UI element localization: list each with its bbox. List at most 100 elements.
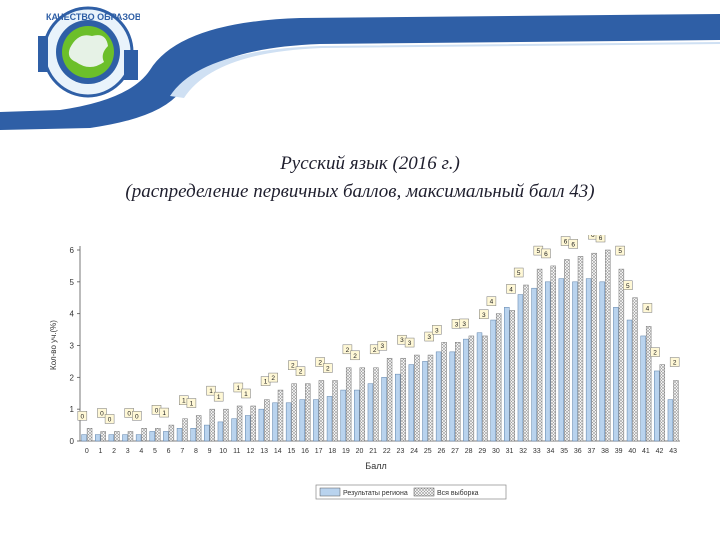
x-tick-label: 33	[533, 448, 541, 455]
data-label: 0	[155, 407, 159, 414]
x-tick-label: 27	[451, 448, 459, 455]
data-label: 3	[462, 321, 466, 328]
bar-region	[190, 428, 196, 442]
bar-all	[100, 431, 106, 442]
bar-region	[258, 408, 265, 442]
x-tick-label: 3	[126, 448, 130, 455]
title-line-2: (распределение первичных баллов, максима…	[125, 181, 595, 202]
bar-all	[564, 259, 570, 442]
data-label-box	[206, 385, 216, 396]
data-label: 5	[537, 248, 541, 255]
bar-region	[108, 434, 115, 442]
bar-all	[359, 367, 366, 442]
x-tick-label: 32	[519, 448, 527, 455]
bar-region	[544, 281, 551, 442]
bar-region	[558, 278, 565, 442]
data-label: 2	[653, 350, 657, 357]
bar-all	[455, 342, 461, 442]
x-tick-label: 17	[315, 448, 323, 455]
data-label: 4	[509, 286, 513, 293]
x-tick-label: 4	[139, 448, 143, 455]
data-label: 1	[237, 385, 241, 392]
data-label: 1	[217, 394, 221, 401]
data-label-box	[186, 398, 197, 408]
bar-region	[517, 294, 524, 442]
bar-region	[381, 377, 387, 442]
data-label-box	[541, 248, 551, 259]
bar-region	[367, 383, 374, 442]
bar-region	[149, 431, 155, 442]
logo-emblem: КАЧЕСТВО ОБРАЗОВАНИЯ	[38, 6, 140, 98]
chart-bars	[81, 249, 679, 442]
x-tick-label: 18	[328, 448, 336, 455]
x-tick-label: 6	[167, 448, 171, 455]
data-label: 4	[646, 305, 650, 312]
data-label-box	[104, 414, 115, 424]
data-label-box	[615, 245, 625, 256]
bar-all	[577, 256, 584, 442]
bar-region	[654, 370, 660, 442]
bar-all	[618, 268, 625, 442]
x-tick-label: 16	[301, 448, 309, 455]
data-label: 6	[599, 235, 603, 242]
bar-region	[163, 431, 169, 442]
bar-region	[435, 351, 442, 442]
data-label-box	[159, 407, 169, 418]
slide-header: КАЧЕСТВО ОБРАЗОВАНИЯ	[0, 0, 720, 130]
data-label: 2	[346, 347, 350, 354]
data-label: 5	[517, 270, 521, 277]
data-label: 1	[190, 401, 194, 408]
bar-region	[244, 415, 251, 442]
x-tick-label: 37	[587, 448, 595, 455]
x-tick-label: 41	[642, 448, 650, 455]
data-label: 2	[353, 353, 357, 360]
x-tick-label: 28	[465, 448, 473, 455]
x-tick-label: 31	[506, 448, 514, 455]
data-label: 0	[81, 413, 85, 420]
data-label: 6	[564, 239, 568, 246]
svg-text:КАЧЕСТВО ОБРАЗОВАНИЯ: КАЧЕСТВО ОБРАЗОВАНИЯ	[46, 12, 140, 22]
bar-all	[236, 405, 243, 442]
x-tick-label: 7	[180, 448, 184, 455]
x-tick-label: 10	[219, 448, 227, 455]
x-tick-label: 13	[260, 448, 268, 455]
bar-region	[463, 338, 469, 442]
bar-region	[313, 399, 319, 442]
bar-all	[305, 383, 311, 442]
data-label: 4	[490, 299, 494, 306]
data-label: 1	[162, 410, 166, 417]
data-label: 3	[381, 343, 385, 350]
x-tick-label: 35	[560, 448, 568, 455]
data-label: 3	[482, 312, 486, 319]
bar-all	[277, 389, 284, 442]
bar-all	[114, 431, 120, 442]
data-label-box	[568, 239, 578, 249]
bar-region	[354, 389, 360, 442]
data-label: 0	[100, 410, 104, 417]
bar-all	[182, 418, 188, 442]
bar-all	[441, 342, 447, 442]
header-band	[0, 0, 720, 130]
legend-swatch-region	[319, 487, 341, 497]
data-label-box	[295, 366, 306, 376]
data-label: 2	[318, 360, 322, 367]
data-label: 6	[571, 241, 575, 248]
bar-region	[572, 281, 578, 442]
data-label-box	[650, 347, 660, 357]
bar-region	[490, 319, 496, 442]
data-label: 0	[135, 413, 139, 420]
bar-all	[523, 284, 529, 442]
bar-all	[482, 335, 488, 442]
x-tick-label: 1	[99, 448, 103, 455]
data-label: 3	[427, 334, 431, 341]
data-label-box	[342, 344, 353, 355]
bar-region	[640, 335, 646, 442]
bar-all	[468, 335, 475, 442]
bar-all	[414, 354, 420, 442]
data-label-box	[233, 382, 244, 393]
x-tick-label: 23	[397, 448, 405, 455]
data-label: 3	[435, 327, 439, 334]
bar-all	[318, 380, 325, 442]
data-label: 2	[673, 360, 677, 367]
